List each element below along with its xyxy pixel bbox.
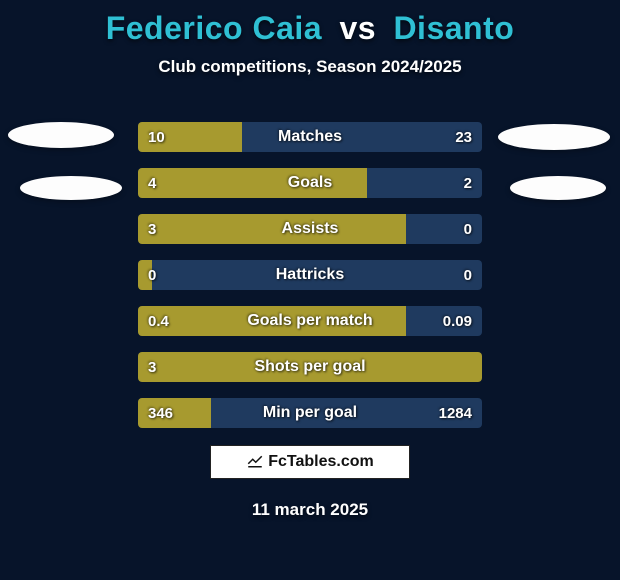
stat-label: Shots per goal [138, 352, 482, 382]
stat-row: 0.4Goals per match0.09 [138, 306, 482, 336]
source-badge-text: FcTables.com [268, 453, 374, 471]
stat-right-value: 2 [464, 168, 472, 198]
stat-row: 3Shots per goal [138, 352, 482, 382]
stat-label: Assists [138, 214, 482, 244]
stat-label: Min per goal [138, 398, 482, 428]
page-title: Federico Caia vs Disanto [0, 0, 620, 47]
vs-separator: vs [339, 10, 376, 46]
comparison-card: Federico Caia vs Disanto Club competitio… [0, 0, 620, 580]
stat-row: 10Matches23 [138, 122, 482, 152]
player1-name: Federico Caia [106, 10, 322, 46]
stat-right-value: 0 [464, 214, 472, 244]
decor-ellipse [20, 176, 122, 200]
player2-name: Disanto [393, 10, 514, 46]
stat-label: Hattricks [138, 260, 482, 290]
decor-ellipse [8, 122, 114, 148]
stat-row: 346Min per goal1284 [138, 398, 482, 428]
stat-right-value: 23 [455, 122, 472, 152]
comparison-bars: 10Matches234Goals23Assists00Hattricks00.… [138, 122, 482, 444]
decor-ellipse [498, 124, 610, 150]
stat-label: Goals [138, 168, 482, 198]
source-badge: FcTables.com [210, 445, 410, 479]
stat-row: 4Goals2 [138, 168, 482, 198]
stat-row: 0Hattricks0 [138, 260, 482, 290]
decor-ellipse [510, 176, 606, 200]
stat-right-value: 1284 [439, 398, 472, 428]
chart-icon [246, 451, 264, 474]
stat-row: 3Assists0 [138, 214, 482, 244]
stat-label: Goals per match [138, 306, 482, 336]
subtitle: Club competitions, Season 2024/2025 [0, 57, 620, 77]
stat-right-value: 0.09 [443, 306, 472, 336]
date-label: 11 march 2025 [0, 500, 620, 520]
stat-right-value: 0 [464, 260, 472, 290]
stat-label: Matches [138, 122, 482, 152]
